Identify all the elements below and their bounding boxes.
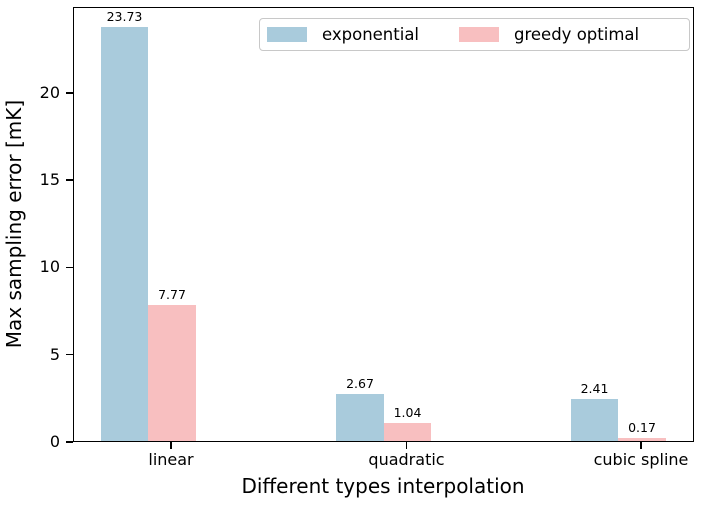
- bar-value-label: 2.67: [346, 376, 374, 392]
- legend: exponential greedy optimal: [259, 18, 690, 51]
- y-axis-title-area: Max sampling error [mK]: [0, 0, 34, 449]
- x-tick-mark: [405, 442, 408, 449]
- x-axis-title: Different types interpolation: [241, 474, 525, 498]
- y-tick-mark: [66, 353, 73, 356]
- legend-item-exponential: exponential: [267, 25, 419, 44]
- bar-exponential-linear: [100, 26, 149, 441]
- x-tick-label-linear: linear: [148, 450, 194, 469]
- x-tick-label-quadratic: quadratic: [368, 450, 445, 469]
- bars-layer: 23.73 2.67 2.41 7.77 1.04 0.17: [74, 8, 693, 441]
- plot-area: 23.73 2.67 2.41 7.77 1.04 0.17 exponential gr…: [73, 7, 694, 442]
- x-tick-label-cubic-spline: cubic spline: [593, 450, 689, 469]
- legend-label-greedy-optimal: greedy optimal: [514, 25, 640, 44]
- legend-swatch-exponential: [267, 27, 307, 42]
- x-tick-mark: [640, 442, 642, 449]
- bar-greedy-optimal-linear: [148, 305, 196, 441]
- legend-swatch-greedy-optimal: [459, 27, 500, 42]
- bar-value-label: 1.04: [393, 404, 422, 420]
- bar-value-label: 2.41: [580, 380, 609, 396]
- y-axis-title: Max sampling error [mK]: [2, 99, 26, 349]
- bar-exponential-quadratic: [336, 394, 384, 441]
- x-tick-mark: [170, 442, 172, 449]
- bar-value-label: 7.77: [158, 287, 186, 303]
- y-tick-label: 20: [39, 82, 60, 102]
- y-tick-mark: [66, 92, 73, 94]
- bar-value-label: 0.17: [628, 420, 656, 436]
- bar-exponential-cubic-spline: [570, 398, 619, 441]
- bar-greedy-optimal-quadratic: [383, 422, 432, 441]
- bar-greedy-optimal-cubic-spline: [618, 438, 666, 441]
- y-tick-label: 5: [49, 344, 60, 364]
- y-tick-mark: [66, 266, 73, 269]
- y-tick-label: 0: [49, 432, 60, 451]
- legend-item-greedy-optimal: greedy optimal: [459, 25, 639, 44]
- y-tick-label: 10: [39, 257, 60, 277]
- legend-label-exponential: exponential: [322, 25, 420, 44]
- y-tick-label: 15: [39, 170, 60, 190]
- y-tick-mark: [66, 179, 73, 181]
- y-tick-mark: [66, 441, 73, 443]
- bar-value-label: 23.73: [106, 8, 143, 24]
